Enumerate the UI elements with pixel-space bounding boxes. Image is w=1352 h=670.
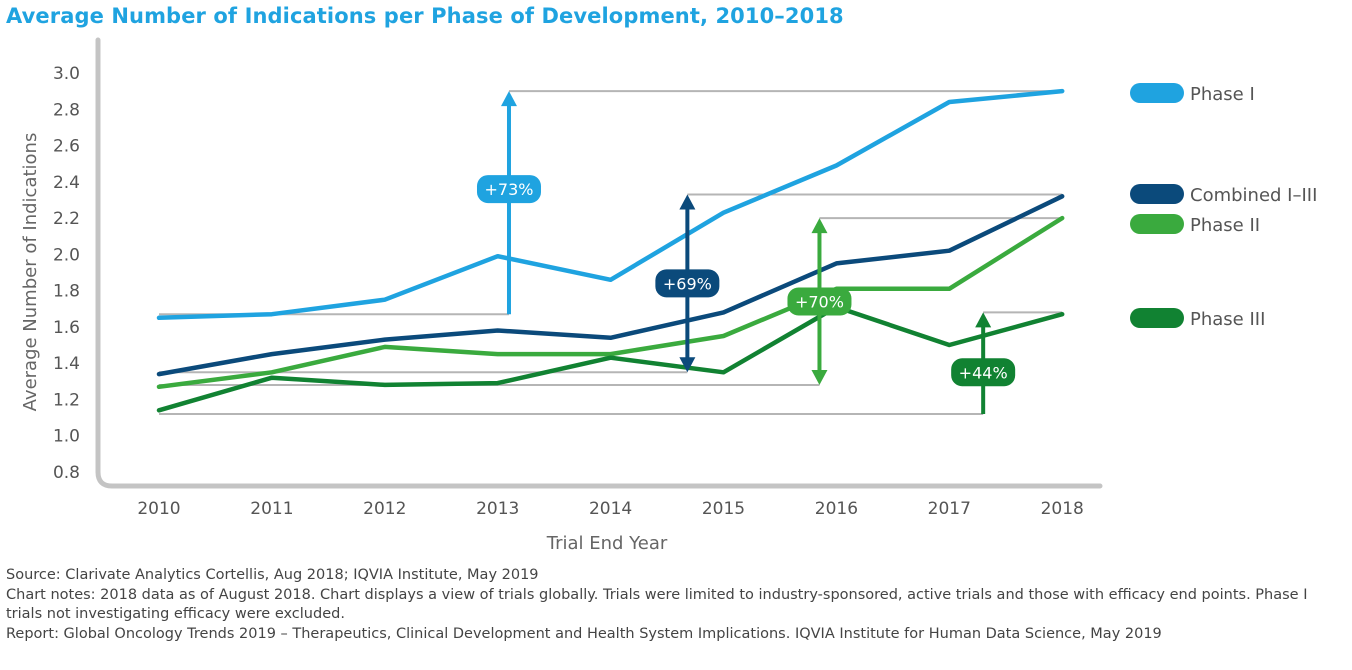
arrow-head bbox=[811, 218, 828, 234]
series-line bbox=[156, 304, 1065, 413]
x-tick-label: 2010 bbox=[137, 499, 180, 519]
y-axis-label: Average Number of Indications bbox=[20, 133, 41, 412]
change-annotations: +73% +69% +70% +44% bbox=[476, 91, 1016, 414]
y-tick-label: 1.8 bbox=[53, 282, 80, 302]
axis-frame bbox=[95, 37, 1103, 489]
arrow-head bbox=[811, 369, 828, 385]
change-label: +44% bbox=[959, 363, 1008, 382]
legend-swatch bbox=[1130, 308, 1184, 328]
x-tick-label: 2013 bbox=[476, 499, 519, 519]
arrow-head bbox=[679, 357, 696, 373]
series-lines bbox=[156, 88, 1065, 413]
arrow-head bbox=[975, 312, 992, 328]
change-badge bbox=[476, 175, 541, 204]
arrow-head bbox=[500, 91, 517, 107]
chart-notes: Source: Clarivate Analytics Cortellis, A… bbox=[6, 566, 1346, 645]
legend-label: Phase III bbox=[1190, 309, 1265, 330]
y-tick-label: 3.0 bbox=[53, 64, 80, 84]
x-tick-label: 2015 bbox=[702, 499, 745, 519]
y-tick-label: 1.2 bbox=[53, 390, 80, 410]
chart-title: Average Number of Indications per Phase … bbox=[6, 4, 844, 28]
chart-notes-text: Chart notes: 2018 data as of August 2018… bbox=[6, 587, 1308, 622]
y-tick-label: 1.6 bbox=[53, 318, 80, 338]
y-tick-label: 2.8 bbox=[53, 100, 80, 120]
y-tick-label: 2.4 bbox=[53, 173, 80, 193]
series-line bbox=[156, 194, 1065, 377]
change-badge bbox=[787, 287, 852, 316]
change-badge bbox=[655, 269, 720, 298]
legend: Phase I Combined I–III Phase II Phase III bbox=[1130, 83, 1317, 330]
axes: 0.8 1.0 1.2 1.4 1.6 1.8 2.0 2.2 2.4 2.6 2.8 3.0 2010… bbox=[20, 37, 1103, 554]
x-tick-label: 2011 bbox=[250, 499, 293, 519]
series-line bbox=[156, 88, 1065, 321]
legend-swatch bbox=[1130, 184, 1184, 204]
change-badge bbox=[951, 358, 1016, 387]
x-tick-label: 2016 bbox=[815, 499, 858, 519]
change-label: +69% bbox=[663, 274, 712, 293]
legend-label: Combined I–III bbox=[1190, 185, 1317, 206]
series-line bbox=[156, 215, 1065, 390]
y-tick-label: 0.8 bbox=[53, 463, 80, 483]
arrow-head bbox=[679, 194, 696, 210]
change-label: +70% bbox=[795, 293, 844, 312]
x-tick-label: 2012 bbox=[363, 499, 406, 519]
report-note: Report: Global Oncology Trends 2019 – Th… bbox=[6, 626, 1162, 642]
source-note: Source: Clarivate Analytics Cortellis, A… bbox=[6, 567, 539, 583]
legend-swatch bbox=[1130, 83, 1184, 103]
x-tick-label: 2017 bbox=[928, 499, 971, 519]
legend-swatch bbox=[1130, 214, 1184, 234]
x-tick-label: 2014 bbox=[589, 499, 632, 519]
y-tick-label: 2.0 bbox=[53, 245, 80, 265]
change-label: +73% bbox=[485, 180, 534, 199]
legend-label: Phase I bbox=[1190, 84, 1255, 105]
y-tick-label: 2.2 bbox=[53, 209, 80, 229]
y-tick-label: 1.0 bbox=[53, 427, 80, 447]
y-tick-label: 2.6 bbox=[53, 137, 80, 157]
line-chart: 0.8 1.0 1.2 1.4 1.6 1.8 2.0 2.2 2.4 2.6 2.8 3.0 2010… bbox=[20, 37, 1317, 554]
legend-label: Phase II bbox=[1190, 215, 1260, 236]
x-tick-label: 2018 bbox=[1041, 499, 1084, 519]
y-tick-label: 1.4 bbox=[53, 354, 80, 374]
x-axis-label: Trial End Year bbox=[546, 533, 668, 554]
